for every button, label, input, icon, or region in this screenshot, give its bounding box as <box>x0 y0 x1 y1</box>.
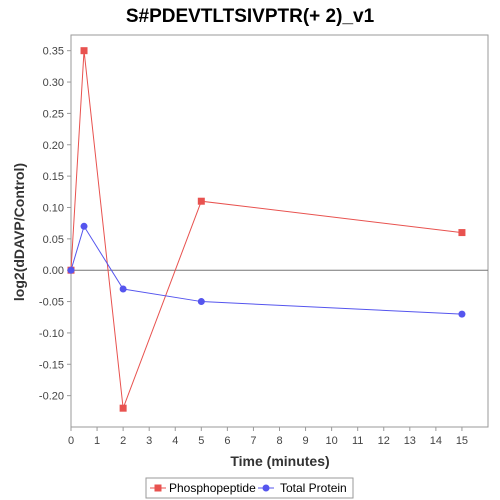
y-tick-label: 0.05 <box>43 234 64 246</box>
y-tick-label: 0.30 <box>43 77 64 89</box>
y-tick-label: 0.15 <box>43 171 64 183</box>
plot-area: -0.20 -0.15 -0.10 -0.05 0.00 0.05 0.10 0.15 0.20… <box>39 34 489 447</box>
x-tick-label: 2 <box>120 435 126 447</box>
x-tick-label: 5 <box>198 435 204 447</box>
data-point-total-protein <box>67 266 75 274</box>
x-axis: 0 1 2 3 4 5 6 7 8 9 10 11 12 13 14 15 <box>68 427 468 447</box>
plot-frame <box>70 34 489 428</box>
y-tick-label: 0.00 <box>43 265 64 277</box>
y-axis-title: log2(dDAVP/Control) <box>11 163 27 301</box>
data-point-phosphopeptide <box>458 229 466 237</box>
x-tick-label: 10 <box>326 435 338 447</box>
y-tick-label: -0.15 <box>39 359 64 371</box>
x-tick-label: 11 <box>352 435 363 447</box>
x-tick-label: 3 <box>146 435 152 447</box>
legend-box <box>145 477 354 499</box>
data-point-total-protein <box>458 310 466 318</box>
legend-total-marker <box>262 484 270 492</box>
x-tick-label: 8 <box>276 435 282 447</box>
y-tick-label: 0.25 <box>43 108 64 120</box>
y-tick-label: 0.20 <box>43 140 64 152</box>
x-tick-label: 1 <box>94 435 100 447</box>
x-tick-label: 7 <box>250 435 256 447</box>
y-tick-label: 0.10 <box>43 202 64 214</box>
legend-phospho-label: Phosphopeptide <box>169 481 256 495</box>
data-point-phosphopeptide <box>80 47 88 55</box>
y-tick-label: -0.05 <box>39 297 64 309</box>
series-layer <box>67 47 466 412</box>
y-tick-label: -0.20 <box>39 391 64 403</box>
chart-title: S#PDEVTLTSIVPTR(+ 2)_v1 <box>126 6 375 27</box>
legend: Phosphopeptide Total Protein <box>145 477 354 499</box>
x-tick-label: 9 <box>303 435 309 447</box>
legend-total-label: Total Protein <box>280 481 347 495</box>
data-point-total-protein <box>80 222 88 230</box>
x-tick-label: 15 <box>456 435 468 447</box>
y-tick-label: -0.10 <box>39 328 64 340</box>
legend-phospho-marker <box>154 484 162 492</box>
data-point-total-protein <box>119 285 127 293</box>
x-axis-title: Time (minutes) <box>230 453 329 469</box>
x-tick-label: 14 <box>430 435 442 447</box>
x-tick-label: 4 <box>172 435 178 447</box>
x-tick-label: 6 <box>224 435 230 447</box>
x-tick-label: 0 <box>68 435 74 447</box>
y-axis: -0.20 -0.15 -0.10 -0.05 0.00 0.05 0.10 0.15 0.20… <box>39 46 71 403</box>
data-point-phosphopeptide <box>197 197 205 205</box>
data-point-total-protein <box>197 298 205 306</box>
y-tick-label: 0.35 <box>43 46 64 58</box>
x-tick-label: 12 <box>378 435 390 447</box>
x-tick-label: 13 <box>404 435 416 447</box>
data-point-phosphopeptide <box>119 404 127 412</box>
